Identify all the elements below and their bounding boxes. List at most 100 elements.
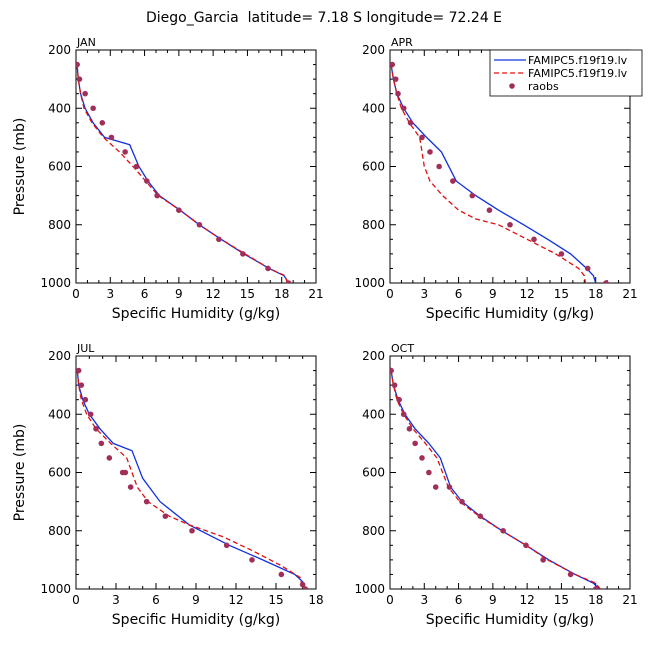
legend-label: FAMIPC5.f19f19.lv [528,67,628,80]
raobs-point [395,90,401,97]
y-tick-label: 400 [362,407,385,421]
raobs-point [249,557,255,563]
x-tick-label: 9 [489,287,497,301]
x-tick-label: 6 [455,287,463,301]
x-tick-label: 12 [520,593,535,607]
series-group [76,61,292,283]
panel-jul: 0 3 6 9 12 15 18 200 400 600 800 1000 JUL Specific Hu… [12,342,324,628]
x-tick-label: 15 [554,287,569,301]
raobs-point [76,76,83,82]
panel-title: APR [391,36,413,49]
x-tick-label: 18 [588,593,603,607]
y-axis-label: Pressure (mb) [12,424,28,522]
model-line-solid [76,370,306,589]
y-tick-label: 600 [362,160,385,174]
raobs-point [523,542,529,549]
x-tick-label: 6 [455,593,463,607]
panel-jan: 0 3 6 9 12 15 18 21 200 400 600 800 1000 JAN Specific … [12,36,324,322]
raobs-point [122,149,128,155]
plot-frame [389,355,631,590]
raobs-point [223,542,230,549]
x-tick-label: 0 [386,287,394,301]
y-tick-label: 600 [362,466,385,480]
raobs-point [299,581,306,588]
raobs-point [78,382,85,388]
raobs-point [426,469,432,476]
raobs-point [392,76,399,82]
x-tick-label: 3 [420,593,428,607]
x-tick-label: 0 [72,287,80,301]
model-line-dashed [390,370,601,589]
raobs-point [419,134,425,141]
y-tick-label: 1000 [40,276,71,290]
raobs-point [162,513,169,519]
raobs-point [412,440,418,447]
raobs-point [93,426,99,432]
panel-title: JAN [76,36,96,49]
raobs-point [98,440,105,447]
y-tick-label: 800 [48,524,71,538]
raobs-point [302,586,309,589]
y-tick-label: 800 [48,218,71,232]
y-tick-label: 400 [48,407,71,421]
y-tick-label: 600 [48,466,71,480]
y-tick-label: 200 [48,349,71,363]
raobs-point [133,163,140,170]
raobs-point [391,382,398,388]
y-tick-label: 800 [362,524,385,538]
x-tick-label: 15 [268,593,283,607]
raobs-point [419,455,425,461]
panel-title: JUL [76,342,95,355]
raobs-point [189,527,195,534]
legend-marker [509,83,515,89]
x-tick-label: 0 [72,593,80,607]
raobs-point [500,527,506,534]
raobs-point [265,265,271,272]
raobs-point [90,105,96,112]
raobs-point [427,149,433,155]
raobs-point [76,61,80,68]
x-tick-label: 3 [106,287,114,301]
model-line-solid [390,64,597,283]
x-tick-label: 3 [420,287,428,301]
raobs-point [285,280,292,283]
raobs-point [592,586,599,589]
raobs-point [436,163,442,170]
y-tick-label: 200 [48,43,71,57]
raobs-point [507,221,513,228]
raobs-point [486,207,493,213]
raobs-point [144,178,150,184]
x-tick-label: 12 [520,287,535,301]
raobs-point [127,484,134,490]
y-tick-label: 1000 [40,582,71,596]
model-line-solid [390,370,600,589]
y-tick-label: 1000 [354,582,385,596]
model-line-solid [76,64,290,283]
raobs-point [108,134,115,141]
raobs-point [154,192,160,199]
model-line-dashed [390,64,587,283]
series-group [76,367,309,589]
raobs-point [432,484,439,490]
x-tick-label: 9 [489,593,497,607]
x-tick-label: 21 [308,287,323,301]
x-tick-label: 6 [152,593,160,607]
x-axis-label: Specific Humidity (g/kg) [112,306,280,322]
raobs-point [567,571,574,578]
raobs-point [407,120,414,126]
panel-oct: 0 3 6 9 12 15 18 21 200 400 600 800 1000 OCT Specific … [354,342,637,628]
raobs-point [459,498,465,505]
raobs-point [469,192,476,199]
x-axis-label: Specific Humidity (g/kg) [112,612,280,628]
panel-apr: 0 3 6 9 12 15 18 21 200 400 600 800 1000 APR Specific … [354,36,643,322]
raobs-point [390,61,396,68]
raobs-point [240,251,246,257]
raobs-point [558,251,565,257]
x-tick-label: 6 [141,287,149,301]
model-line-dashed [76,64,289,283]
series-group [390,367,601,589]
series-group [390,61,609,283]
x-tick-label: 12 [206,287,221,301]
